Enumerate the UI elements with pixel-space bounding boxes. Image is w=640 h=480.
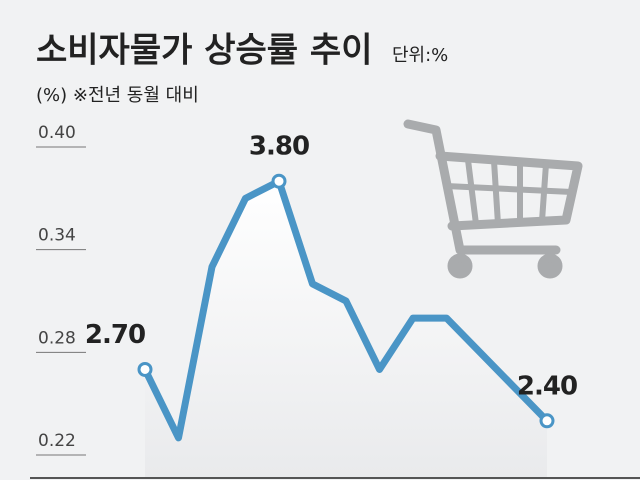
- line: [141, 177, 551, 442]
- value-label: 2.70: [85, 320, 145, 350]
- y-tick-label: 0.34: [38, 226, 76, 246]
- marker: [539, 413, 555, 429]
- value-label: 3.80: [249, 132, 309, 162]
- cart-icon: [403, 119, 583, 279]
- y-tick-label: 0.40: [38, 123, 76, 143]
- chart-title: 소비자물가 상승률 추이: [36, 31, 372, 71]
- y-tick-label: 0.28: [38, 328, 76, 348]
- area: [145, 181, 547, 478]
- marker: [271, 173, 287, 189]
- marker: [137, 361, 153, 377]
- y-tick-label: 0.22: [38, 431, 76, 451]
- subtitle: (%) ※전년 동월 대비: [36, 85, 199, 106]
- unit-label: 단위:%: [392, 45, 448, 66]
- plot-area: 0.22 0.28 0.34 0.40 2.70 3.80 2.40: [36, 123, 578, 478]
- value-label: 2.40: [517, 371, 577, 401]
